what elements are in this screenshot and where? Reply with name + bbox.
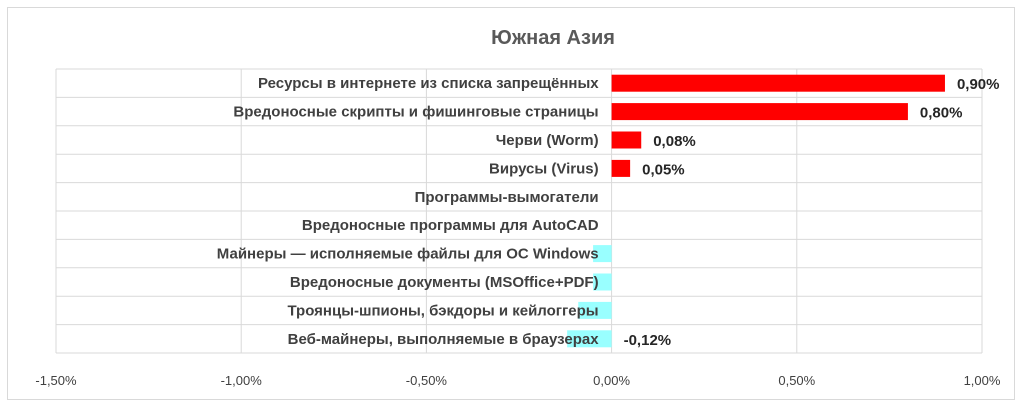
x-tick-label: -1,00%: [221, 373, 263, 388]
bar: [611, 74, 945, 92]
category-label: Троянцы-шпионы, бэкдоры и кейлоггеры: [287, 302, 598, 319]
category-label: Программы-вымогатели: [415, 189, 599, 206]
category-label: Вирусы (Virus): [489, 160, 599, 177]
x-tick-label: -0,50%: [406, 373, 448, 388]
bar: [593, 273, 612, 291]
data-label: 0,90%: [957, 76, 1000, 93]
bar: [611, 131, 642, 149]
category-label: Черви (Worm): [496, 132, 599, 149]
data-label: -0,12%: [624, 332, 672, 349]
x-tick-label: -1,50%: [35, 373, 77, 388]
bar: [611, 159, 631, 177]
x-tick-label: 1,00%: [964, 373, 1001, 388]
bar: [567, 330, 612, 348]
category-label: Ресурсы в интернете из списка запрещённы…: [258, 75, 599, 92]
data-labels: 0,90% 0,80% 0,08% 0,05% -0,12%: [624, 76, 1000, 349]
gridlines: [55, 68, 983, 354]
data-label: 0,80%: [920, 105, 963, 122]
bar: [593, 245, 612, 263]
bar: [578, 301, 612, 319]
chart-title: Южная Азия: [491, 27, 615, 49]
chart-frame: [7, 7, 1015, 400]
category-label: Вредоносные скрипты и фишинговые страниц…: [233, 104, 598, 121]
x-tick-label: 0,00%: [593, 373, 630, 388]
category-label: Майнеры — исполняемые файлы для ОС Windo…: [217, 246, 599, 263]
data-label: 0,08%: [653, 133, 696, 150]
data-label: 0,05%: [642, 161, 685, 178]
category-label: Веб-майнеры, выполняемые в браузерах: [288, 331, 600, 348]
bars: [567, 74, 945, 348]
category-labels: Ресурсы в интернете из списка запрещённы…: [217, 75, 599, 348]
category-label: Вредоносные программы для AutoCAD: [302, 217, 599, 234]
bar: [611, 103, 908, 121]
x-tick-label: 0,50%: [778, 373, 815, 388]
x-tick-labels: -1,50% -1,00% -0,50% 0,00% 0,50% 1,00%: [35, 373, 1000, 388]
category-label: Вредоносные документы (MSOffice+PDF): [290, 274, 599, 291]
